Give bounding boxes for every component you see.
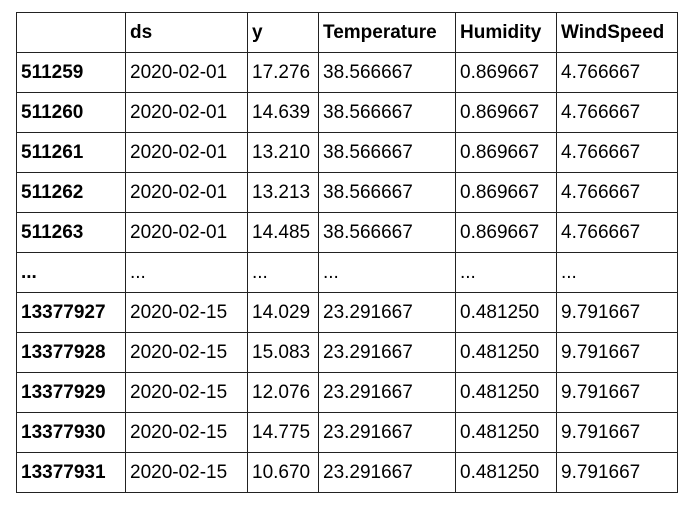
cell-y: 14.639 <box>247 92 319 133</box>
cell-windspeed: 9.791667 <box>556 332 678 373</box>
cell-humidity: 0.869667 <box>455 92 557 133</box>
table-row: 13377930 2020-02-15 14.775 23.291667 0.4… <box>16 412 678 453</box>
cell-y: 14.029 <box>247 292 319 333</box>
cell-ds: ... <box>125 252 248 293</box>
cell-y: 15.083 <box>247 332 319 373</box>
cell-temperature: 38.566667 <box>318 92 456 133</box>
column-header-temperature: Temperature <box>318 12 456 53</box>
cell-humidity: 0.869667 <box>455 52 557 93</box>
cell-ds: 2020-02-01 <box>125 52 248 93</box>
cell-ds: 2020-02-15 <box>125 292 248 333</box>
row-index: 511260 <box>16 92 126 133</box>
row-index: 511259 <box>16 52 126 93</box>
table-row: 511263 2020-02-01 14.485 38.566667 0.869… <box>16 212 678 253</box>
cell-windspeed: 4.766667 <box>556 212 678 253</box>
index-header <box>16 12 126 53</box>
column-header-y: y <box>247 12 319 53</box>
row-index: 13377929 <box>16 372 126 413</box>
cell-y: 14.775 <box>247 412 319 453</box>
cell-y: 13.213 <box>247 172 319 213</box>
cell-y: 14.485 <box>247 212 319 253</box>
header-row: ds y Temperature Humidity WindSpeed <box>16 12 678 53</box>
cell-windspeed: 9.791667 <box>556 292 678 333</box>
cell-ds: 2020-02-01 <box>125 212 248 253</box>
cell-ds: 2020-02-15 <box>125 452 248 493</box>
cell-y: 12.076 <box>247 372 319 413</box>
table-row: 511259 2020-02-01 17.276 38.566667 0.869… <box>16 52 678 93</box>
cell-windspeed: 4.766667 <box>556 92 678 133</box>
table-body: 511259 2020-02-01 17.276 38.566667 0.869… <box>16 52 678 493</box>
cell-humidity: 0.481250 <box>455 292 557 333</box>
ellipsis-row: ... ... ... ... ... ... <box>16 252 678 293</box>
table-row: 511261 2020-02-01 13.210 38.566667 0.869… <box>16 132 678 173</box>
row-index: 13377930 <box>16 412 126 453</box>
cell-ds: 2020-02-01 <box>125 92 248 133</box>
table-row: 13377929 2020-02-15 12.076 23.291667 0.4… <box>16 372 678 413</box>
cell-humidity: 0.481250 <box>455 412 557 453</box>
cell-humidity: 0.869667 <box>455 132 557 173</box>
table-row: 511260 2020-02-01 14.639 38.566667 0.869… <box>16 92 678 133</box>
cell-temperature: 23.291667 <box>318 372 456 413</box>
cell-ds: 2020-02-01 <box>125 132 248 173</box>
cell-temperature: 38.566667 <box>318 52 456 93</box>
cell-windspeed: 9.791667 <box>556 412 678 453</box>
cell-y: 10.670 <box>247 452 319 493</box>
cell-windspeed: 9.791667 <box>556 452 678 493</box>
cell-windspeed: 4.766667 <box>556 52 678 93</box>
cell-temperature: ... <box>318 252 456 293</box>
table-row: 13377927 2020-02-15 14.029 23.291667 0.4… <box>16 292 678 333</box>
cell-humidity: 0.869667 <box>455 172 557 213</box>
column-header-ds: ds <box>125 12 248 53</box>
cell-temperature: 38.566667 <box>318 172 456 213</box>
column-header-humidity: Humidity <box>455 12 557 53</box>
cell-windspeed: 9.791667 <box>556 372 678 413</box>
cell-ds: 2020-02-15 <box>125 332 248 373</box>
cell-windspeed: 4.766667 <box>556 172 678 213</box>
cell-temperature: 23.291667 <box>318 332 456 373</box>
cell-ds: 2020-02-15 <box>125 412 248 453</box>
row-index: 13377928 <box>16 332 126 373</box>
cell-temperature: 23.291667 <box>318 412 456 453</box>
cell-temperature: 23.291667 <box>318 292 456 333</box>
cell-ds: 2020-02-01 <box>125 172 248 213</box>
row-index: 511261 <box>16 132 126 173</box>
cell-windspeed: ... <box>556 252 678 293</box>
table-header: ds y Temperature Humidity WindSpeed <box>16 12 678 53</box>
dataframe-table: ds y Temperature Humidity WindSpeed 5112… <box>16 12 678 493</box>
row-index: 13377931 <box>16 452 126 493</box>
table-row: 511262 2020-02-01 13.213 38.566667 0.869… <box>16 172 678 213</box>
cell-temperature: 23.291667 <box>318 452 456 493</box>
cell-y: 17.276 <box>247 52 319 93</box>
table-row: 13377928 2020-02-15 15.083 23.291667 0.4… <box>16 332 678 373</box>
row-index: 13377927 <box>16 292 126 333</box>
cell-ds: 2020-02-15 <box>125 372 248 413</box>
cell-humidity: 0.869667 <box>455 212 557 253</box>
cell-y: ... <box>247 252 319 293</box>
row-index: ... <box>16 252 126 293</box>
table-row: 13377931 2020-02-15 10.670 23.291667 0.4… <box>16 452 678 493</box>
cell-y: 13.210 <box>247 132 319 173</box>
row-index: 511262 <box>16 172 126 213</box>
column-header-windspeed: WindSpeed <box>556 12 678 53</box>
cell-humidity: 0.481250 <box>455 332 557 373</box>
cell-temperature: 38.566667 <box>318 132 456 173</box>
cell-humidity: 0.481250 <box>455 372 557 413</box>
cell-windspeed: 4.766667 <box>556 132 678 173</box>
cell-temperature: 38.566667 <box>318 212 456 253</box>
row-index: 511263 <box>16 212 126 253</box>
cell-humidity: ... <box>455 252 557 293</box>
cell-humidity: 0.481250 <box>455 452 557 493</box>
